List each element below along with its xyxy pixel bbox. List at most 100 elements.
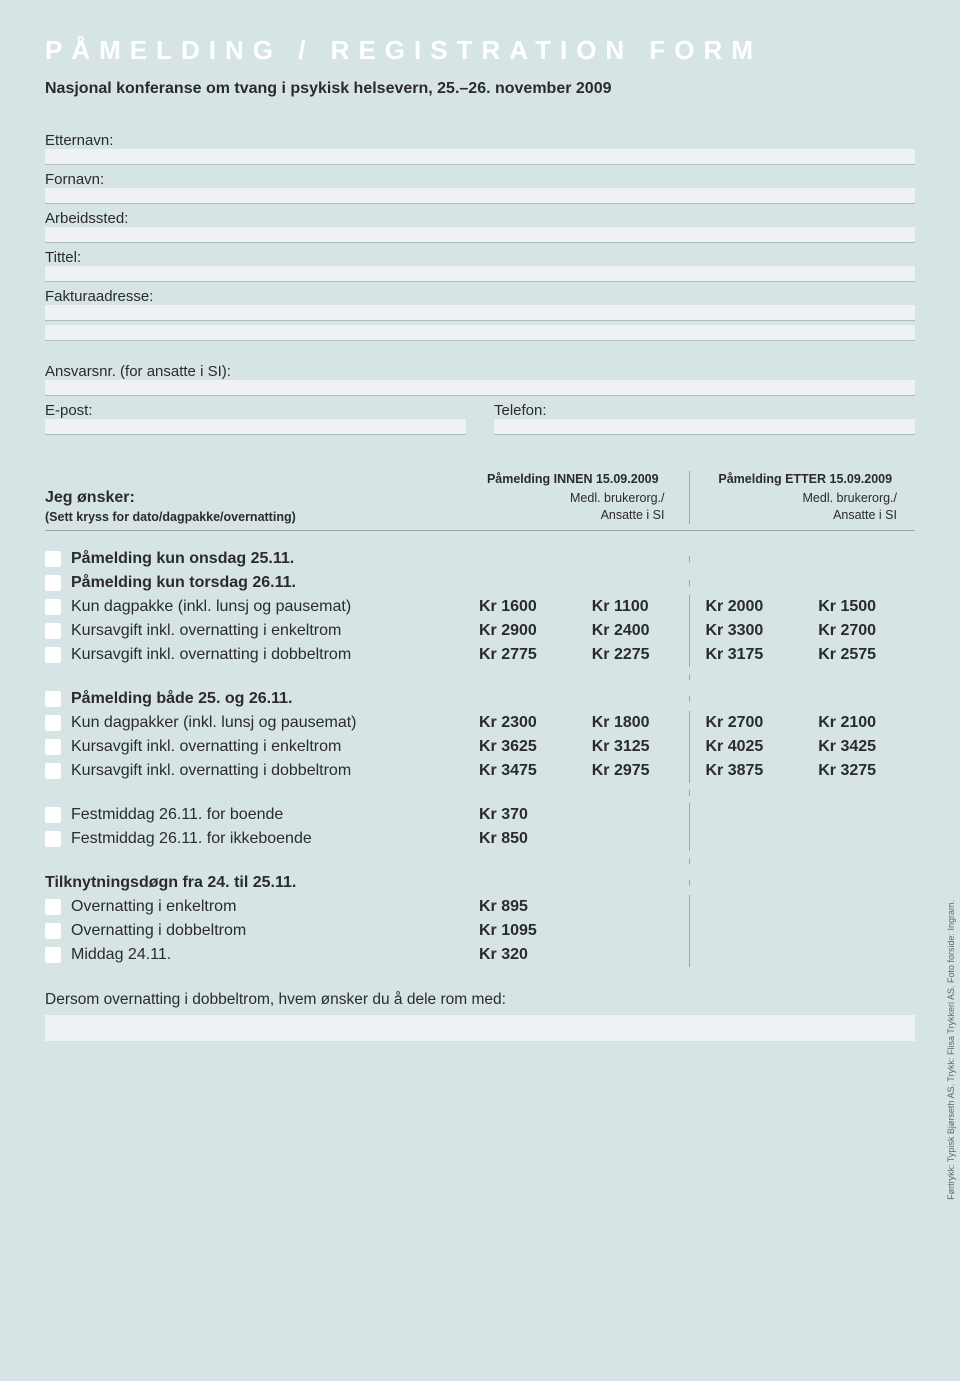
checkbox[interactable]: [45, 923, 61, 939]
price-cell: [802, 922, 915, 940]
input-epost[interactable]: [45, 419, 466, 435]
label-fakturaadresse: Fakturaadresse:: [45, 288, 915, 305]
price-cell: Kr 3425: [802, 738, 915, 756]
label-ansvarsnr: Ansvarsnr. (for ansatte i SI):: [45, 363, 915, 380]
option-label: Kursavgift inkl. overnatting i enkeltrom: [71, 738, 341, 756]
input-telefon[interactable]: [494, 419, 915, 435]
price-row: Kursavgift inkl. overnatting i enkeltrom…: [45, 619, 915, 643]
price-cell: Kr 2700: [802, 622, 915, 640]
input-fornavn[interactable]: [45, 188, 915, 204]
field-telefon: Telefon:: [494, 402, 915, 439]
input-fakturaadresse-1[interactable]: [45, 305, 915, 321]
price-cell: Kr 850: [463, 830, 576, 848]
label-epost: E-post:: [45, 402, 466, 419]
price-cell: Kr 895: [463, 898, 576, 916]
input-fakturaadresse-2[interactable]: [45, 325, 915, 341]
checkbox[interactable]: [45, 807, 61, 823]
price-cell: [690, 806, 803, 824]
onsker-label: Jeg ønsker:: [45, 489, 463, 507]
field-tittel: Tittel:: [45, 249, 915, 282]
option-label: Festmiddag 26.11. for boende: [71, 806, 283, 824]
page-title: PÅMELDING / REGISTRATION FORM: [45, 35, 915, 66]
option-label: Kun dagpakker (inkl. lunsj og pausemat): [71, 714, 357, 732]
price-cell: Kr 4025: [690, 738, 803, 756]
price-cell: [690, 946, 803, 964]
price-cell: Kr 2775: [463, 646, 576, 664]
checkbox[interactable]: [45, 599, 61, 615]
bottom-note: Dersom overnatting i dobbeltrom, hvem øn…: [45, 991, 915, 1009]
input-etternavn[interactable]: [45, 149, 915, 165]
option-label: Middag 24.11.: [71, 946, 171, 964]
checkbox[interactable]: [45, 691, 61, 707]
price-cell: [802, 946, 915, 964]
onsker-sub: (Sett kryss for dato/dagpakke/overnattin…: [45, 510, 463, 524]
field-fornavn: Fornavn:: [45, 171, 915, 204]
input-roommate[interactable]: [45, 1015, 915, 1041]
price-cell: Kr 2400: [576, 622, 689, 640]
price-row: Overnatting i dobbeltrom Kr 1095: [45, 919, 915, 943]
option-label: Kursavgift inkl. overnatting i enkeltrom: [71, 622, 341, 640]
price-cell: [576, 898, 689, 916]
label-telefon: Telefon:: [494, 402, 915, 419]
option-label: Påmelding kun torsdag 26.11.: [71, 574, 296, 592]
price-row: Festmiddag 26.11. for ikkeboende Kr 850: [45, 827, 915, 851]
checkbox[interactable]: [45, 947, 61, 963]
price-cell: Kr 2000: [690, 598, 803, 616]
price-cell: [576, 922, 689, 940]
price-cell: Kr 3625: [463, 738, 576, 756]
price-row: Kun dagpakker (inkl. lunsj og pausemat) K…: [45, 711, 915, 735]
price-cell: Kr 3175: [690, 646, 803, 664]
checkbox[interactable]: [45, 831, 61, 847]
col-etter-sub: Medl. brukerorg./ Ansatte i SI: [696, 490, 916, 524]
price-cell: [802, 830, 915, 848]
price-cell: Kr 1095: [463, 922, 576, 940]
price-row: Kursavgift inkl. overnatting i enkeltrom…: [45, 735, 915, 759]
input-ansvarsnr[interactable]: [45, 380, 915, 396]
price-table-header: Jeg ønsker: (Sett kryss for dato/dagpakk…: [45, 471, 915, 524]
price-cell: [690, 898, 803, 916]
input-arbeidssted[interactable]: [45, 227, 915, 243]
price-row: Påmelding kun onsdag 25.11.: [45, 547, 915, 571]
field-fakturaadresse: Fakturaadresse:: [45, 288, 915, 341]
price-cell: Kr 3875: [690, 762, 803, 780]
checkbox[interactable]: [45, 763, 61, 779]
field-etternavn: Etternavn:: [45, 132, 915, 165]
checkbox[interactable]: [45, 715, 61, 731]
price-cell: Kr 3275: [802, 762, 915, 780]
price-cell: Kr 1600: [463, 598, 576, 616]
checkbox[interactable]: [45, 647, 61, 663]
label-fornavn: Fornavn:: [45, 171, 915, 188]
price-row: Festmiddag 26.11. for boendeKr 370: [45, 803, 915, 827]
price-row: Påmelding både 25. og 26.11.: [45, 687, 915, 711]
print-credit: Førtrykk: Typisk Bjørseth AS. Trykk: Fli…: [946, 900, 956, 1200]
option-label: Festmiddag 26.11. for ikkeboende: [71, 830, 312, 848]
price-cell: Kr 2100: [802, 714, 915, 732]
label-etternavn: Etternavn:: [45, 132, 915, 149]
input-tittel[interactable]: [45, 266, 915, 282]
checkbox[interactable]: [45, 575, 61, 591]
price-cell: [576, 806, 689, 824]
price-cell: Kr 1500: [802, 598, 915, 616]
option-label: Kursavgift inkl. overnatting i dobbeltro…: [71, 646, 351, 664]
checkbox[interactable]: [45, 623, 61, 639]
price-cell: Kr 3300: [690, 622, 803, 640]
page-subtitle: Nasjonal konferanse om tvang i psykisk h…: [45, 80, 915, 98]
price-cell: [576, 946, 689, 964]
option-label: Kun dagpakke (inkl. lunsj og pausemat): [71, 598, 351, 616]
option-label: Påmelding både 25. og 26.11.: [71, 690, 292, 708]
label-arbeidssted: Arbeidssted:: [45, 210, 915, 227]
price-row: Middag 24.11. Kr 320: [45, 943, 915, 967]
checkbox[interactable]: [45, 739, 61, 755]
col-innen-title: Påmelding INNEN 15.09.2009: [463, 471, 683, 488]
field-epost: E-post:: [45, 402, 466, 439]
checkbox[interactable]: [45, 551, 61, 567]
label-tittel: Tittel:: [45, 249, 915, 266]
price-cell: Kr 320: [463, 946, 576, 964]
price-cell: Kr 1800: [576, 714, 689, 732]
price-cell: [690, 922, 803, 940]
price-cell: Kr 3475: [463, 762, 576, 780]
option-label: Overnatting i dobbeltrom: [71, 922, 246, 940]
price-cell: Kr 2700: [690, 714, 803, 732]
price-cell: [690, 830, 803, 848]
checkbox[interactable]: [45, 899, 61, 915]
